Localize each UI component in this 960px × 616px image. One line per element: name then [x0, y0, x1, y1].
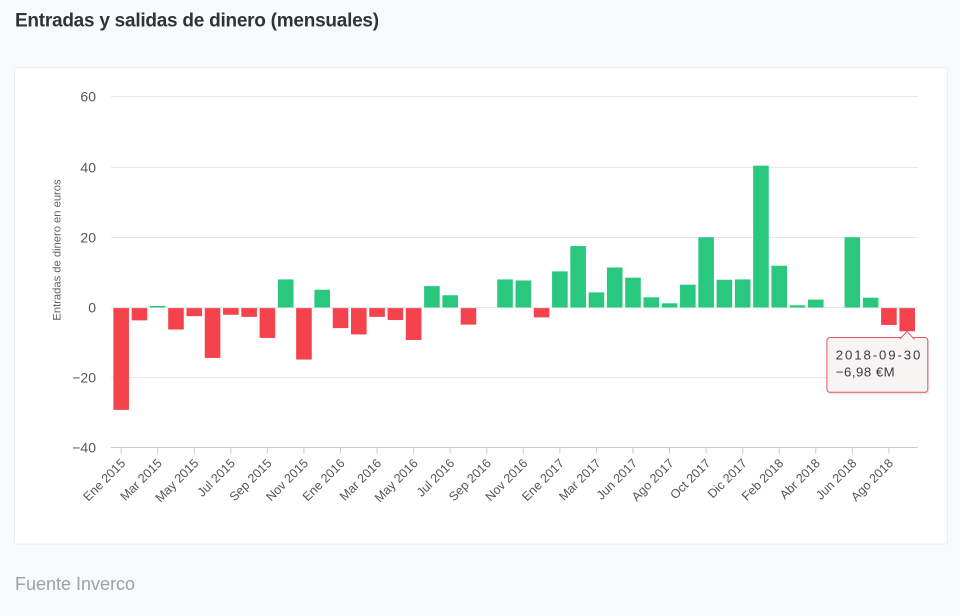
svg-text:40: 40: [80, 159, 96, 175]
svg-text:−6,98 €M: −6,98 €M: [836, 365, 895, 380]
svg-text:Entradas y salidas de dinero (: Entradas y salidas de dinero (mensuales): [15, 11, 379, 32]
svg-text:−40: −40: [72, 439, 96, 455]
svg-text:−20: −20: [72, 369, 96, 385]
svg-text:2018-09-30: 2018-09-30: [836, 348, 922, 363]
svg-text:20: 20: [80, 229, 96, 245]
svg-text:60: 60: [80, 88, 96, 104]
svg-text:0: 0: [88, 299, 96, 315]
svg-text:Entradas de dinero en euros: Entradas de dinero en euros: [52, 179, 64, 321]
svg-text:Fuente Inverco: Fuente Inverco: [15, 574, 135, 594]
